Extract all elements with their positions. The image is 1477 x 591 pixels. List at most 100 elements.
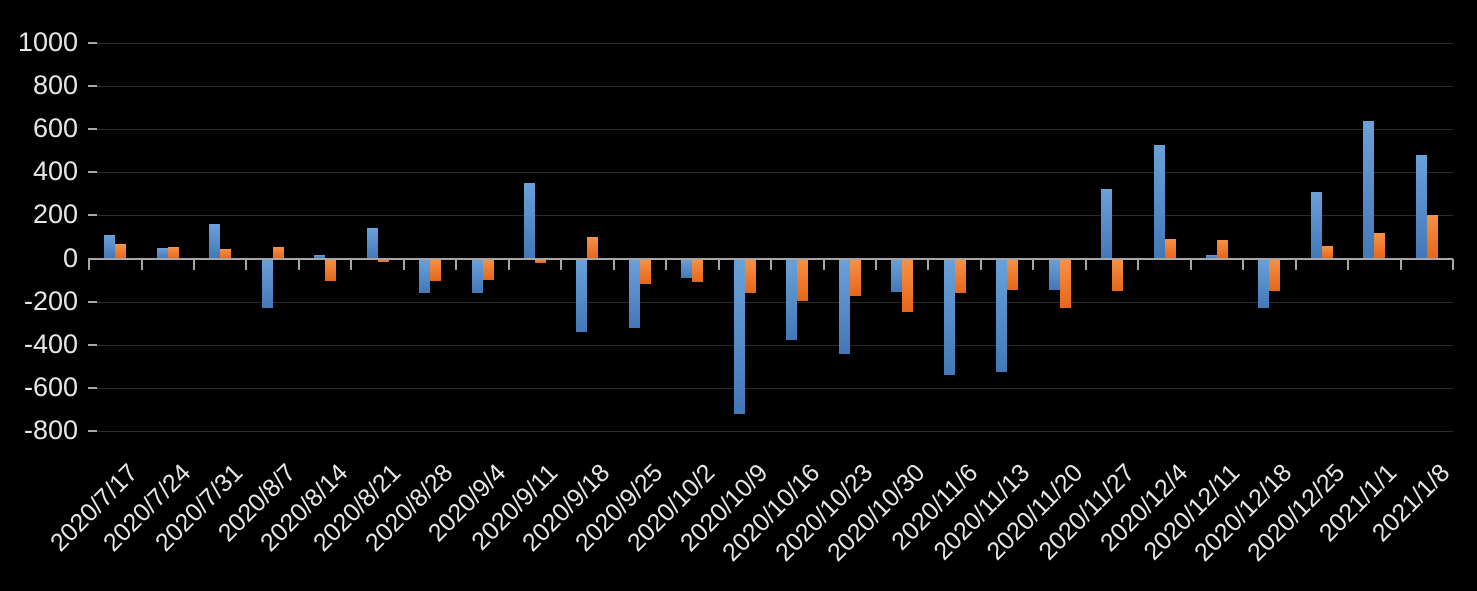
x-axis-tick	[402, 258, 405, 270]
y-axis-tick	[88, 257, 97, 260]
y-axis-tick-label: 600	[32, 113, 78, 144]
x-axis-tick	[1399, 258, 1402, 270]
x-axis-tick	[874, 258, 877, 270]
orange-bar-2020/9/11[interactable]	[534, 258, 546, 263]
x-axis-tick	[822, 258, 825, 270]
blue-bar-2020/7/31[interactable]	[209, 224, 221, 259]
y-axis-tick	[88, 42, 97, 44]
orange-bar-2020/8/28[interactable]	[430, 258, 441, 282]
blue-bar-2020/10/9[interactable]	[733, 258, 745, 414]
y-axis-tick-label: 800	[32, 70, 78, 101]
blue-bar-2020/10/30[interactable]	[891, 258, 903, 292]
x-axis-tick	[1084, 258, 1087, 270]
orange-bar-2020/11/27[interactable]	[1112, 258, 1123, 291]
orange-bar-2020/8/7[interactable]	[272, 246, 284, 259]
x-axis-tick	[88, 258, 90, 270]
y-axis-tick-label: 1000	[17, 27, 78, 57]
blue-bar-2021/1/8[interactable]	[1415, 155, 1427, 259]
gridline	[89, 344, 1453, 346]
x-axis-tick	[1347, 258, 1350, 270]
blue-bar-2020/8/21[interactable]	[366, 228, 378, 259]
x-axis-tick	[1137, 258, 1140, 270]
orange-bar-2020/10/23[interactable]	[849, 258, 861, 297]
x-axis-tick	[1242, 258, 1245, 270]
orange-bar-2020/10/2[interactable]	[692, 258, 704, 283]
x-axis-tick	[350, 258, 353, 270]
y-axis-tick	[88, 300, 97, 303]
blue-bar-2020/9/25[interactable]	[628, 258, 640, 328]
blue-bar-2020/8/14[interactable]	[314, 255, 326, 259]
orange-bar-2020/9/4[interactable]	[482, 258, 494, 281]
orange-bar-2020/12/18[interactable]	[1269, 258, 1281, 291]
orange-bar-2020/7/24[interactable]	[167, 246, 179, 259]
x-axis-tick	[560, 258, 563, 270]
orange-bar-2021/1/1[interactable]	[1374, 232, 1386, 259]
blue-bar-2020/9/11[interactable]	[523, 183, 535, 259]
orange-bar-2020/8/21[interactable]	[377, 258, 389, 262]
blue-bar-2020/11/6[interactable]	[943, 258, 955, 375]
x-axis-tick	[927, 258, 930, 270]
orange-bar-2020/11/13[interactable]	[1007, 258, 1019, 290]
orange-bar-2020/12/4[interactable]	[1164, 239, 1176, 259]
x-axis-tick	[245, 258, 248, 270]
y-axis-tick-label: -400	[23, 328, 78, 359]
y-axis-tick-label: 200	[32, 199, 78, 230]
x-axis-tick	[455, 258, 458, 270]
gridline	[89, 215, 1453, 217]
gridline	[89, 301, 1453, 303]
blue-bar-2020/7/17[interactable]	[104, 234, 116, 259]
blue-bar-2020/11/27[interactable]	[1101, 188, 1112, 259]
orange-bar-2020/7/31[interactable]	[220, 248, 232, 259]
orange-bar-2020/7/17[interactable]	[115, 243, 127, 259]
x-axis-tick	[192, 258, 195, 270]
orange-bar-2020/12/11[interactable]	[1216, 240, 1228, 259]
blue-bar-2020/11/20[interactable]	[1048, 258, 1060, 290]
orange-bar-2020/11/20[interactable]	[1059, 258, 1071, 309]
orange-bar-2020/9/18[interactable]	[587, 237, 599, 259]
blue-bar-2020/12/11[interactable]	[1205, 255, 1217, 259]
orange-bar-2020/10/16[interactable]	[797, 258, 809, 301]
y-axis-tick-label: 400	[32, 156, 78, 187]
y-axis-tick-label: 0	[62, 242, 78, 273]
y-axis-tick	[88, 343, 97, 346]
x-axis-tick	[612, 258, 615, 270]
y-axis-tick	[88, 128, 97, 131]
y-axis-tick	[88, 430, 97, 432]
gridline	[89, 43, 1453, 44]
orange-bar-2020/12/25[interactable]	[1321, 245, 1333, 259]
blue-bar-2020/7/24[interactable]	[156, 247, 168, 259]
blue-bar-2020/12/4[interactable]	[1153, 145, 1165, 259]
x-axis-tick	[297, 258, 300, 270]
blue-bar-2020/9/4[interactable]	[471, 258, 483, 294]
y-axis-tick	[88, 214, 97, 217]
y-axis-tick	[88, 85, 97, 88]
blue-bar-2021/1/1[interactable]	[1363, 120, 1375, 259]
orange-bar-2020/10/30[interactable]	[902, 258, 914, 313]
x-axis-tick	[1294, 258, 1297, 270]
blue-bar-2020/9/18[interactable]	[576, 258, 588, 332]
y-axis-tick-label: -800	[23, 415, 78, 445]
orange-bar-2020/11/6[interactable]	[954, 258, 966, 294]
orange-bar-2020/10/9[interactable]	[744, 258, 756, 294]
blue-bar-2020/10/2[interactable]	[681, 258, 693, 278]
orange-bar-2020/9/25[interactable]	[639, 258, 651, 285]
blue-bar-2020/8/7[interactable]	[261, 258, 273, 309]
gridline	[89, 431, 1453, 432]
y-axis-tick	[88, 386, 97, 389]
gridline	[89, 172, 1453, 174]
blue-bar-2020/8/28[interactable]	[419, 258, 430, 294]
blue-bar-2020/12/25[interactable]	[1310, 191, 1322, 259]
x-axis-tick	[665, 258, 668, 270]
x-axis-tick	[1189, 258, 1192, 270]
orange-bar-2020/8/14[interactable]	[325, 258, 337, 282]
x-axis-tick	[979, 258, 982, 270]
gridline	[89, 387, 1453, 389]
blue-bar-2020/12/18[interactable]	[1258, 258, 1270, 309]
x-axis-tick	[1032, 258, 1035, 270]
blue-bar-2020/10/23[interactable]	[838, 258, 850, 355]
orange-bar-2021/1/8[interactable]	[1426, 215, 1438, 259]
blue-bar-2020/11/13[interactable]	[996, 258, 1008, 372]
blue-bar-2020/10/16[interactable]	[786, 258, 798, 341]
x-axis-tick	[140, 258, 143, 270]
